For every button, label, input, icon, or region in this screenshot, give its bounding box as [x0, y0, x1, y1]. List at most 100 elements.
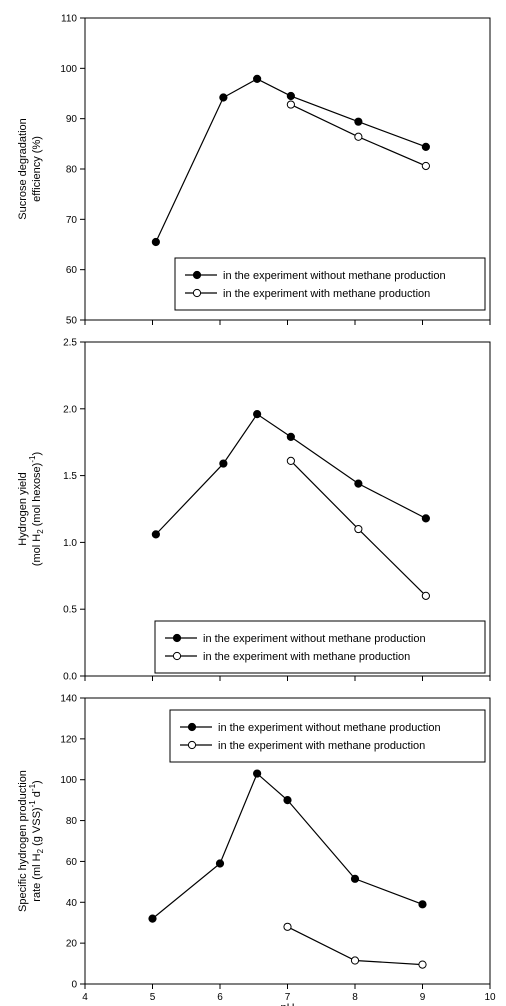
x-tick-label: 4 [82, 992, 88, 1003]
label-text: ) [31, 452, 43, 456]
legend-marker [187, 740, 197, 750]
y-tick-label: 100 [60, 64, 77, 75]
data-point-series-1 [148, 914, 157, 923]
y-tick-label: 60 [66, 857, 78, 868]
y-tick-label: 40 [66, 898, 78, 909]
x-tick-label: 6 [217, 992, 223, 1003]
y-axis-label: Sucrose degradation efficiency (%) [17, 118, 43, 220]
y-tick-label: 2.0 [63, 404, 77, 415]
y-tick-label: 100 [60, 775, 77, 786]
chart-panel-2: 0.0 0.5 1.0 1.5 2.0 2.5 Hydrogen yield(mol H2 … [17, 338, 491, 683]
y-tick-label: 20 [66, 939, 78, 950]
y-axis-label-line1: Specific hydrogen production [17, 770, 29, 912]
chart-panel-3: 0 20 40 60 80 100 120 140 4 5 6 7 8 9 10 pH Specific hyd… [17, 694, 496, 1006]
legend-marker [172, 633, 182, 643]
data-point-series-1 [421, 142, 430, 151]
data-point-series-1 [219, 459, 228, 468]
y-axis-label-line2: efficiency (%) [31, 136, 43, 202]
series-line-1 [155, 413, 427, 535]
data-point-series-1 [253, 769, 262, 778]
superscript: -1 [28, 800, 37, 808]
data-point-series-1 [286, 91, 295, 101]
data-point-series-1 [286, 432, 295, 441]
x-tick-label: 9 [420, 992, 426, 1003]
y-tick-label: 2.5 [63, 338, 77, 349]
y-axis-label-line1: Sucrose degradation [17, 118, 29, 220]
data-point-series-1 [151, 237, 160, 247]
legend-box [154, 620, 486, 674]
legend-label: in the experiment without methane produc… [203, 633, 426, 645]
superscript: -1 [28, 455, 37, 463]
data-point-series-2 [354, 132, 363, 141]
data-point-series-2 [354, 524, 363, 534]
y-tick-label: 0.5 [63, 605, 77, 616]
label-text: (mol H [31, 534, 43, 566]
label-text: (mol hexose) [31, 463, 43, 530]
data-point-series-1 [354, 117, 363, 126]
y-axis-label: Hydrogen yield(mol H2 (mol hexose)-1) [17, 452, 45, 566]
y-tick-label: 0.0 [63, 672, 77, 683]
label-text: ) [31, 780, 43, 784]
data-point-series-1 [253, 410, 262, 419]
data-point-series-2 [350, 956, 360, 965]
superscript: -1 [28, 783, 37, 791]
subscript: 2 [36, 848, 45, 853]
x-axis-label: pH [280, 1002, 294, 1006]
subscript: 2 [36, 529, 45, 534]
legend-marker [172, 651, 182, 661]
legend-label: in the experiment without methane produc… [218, 722, 441, 734]
label-text: efficiency (%) [31, 136, 43, 202]
data-point-series-1 [354, 479, 363, 488]
y-tick-label: 80 [66, 165, 78, 176]
label-text: d [31, 791, 43, 800]
legend-marker [192, 270, 202, 280]
data-point-series-2 [286, 100, 295, 109]
y-tick-label: 110 [61, 14, 77, 25]
data-point-series-2 [418, 960, 427, 969]
y-axis-label: Specific hydrogen production rate (ml H2 … [17, 770, 45, 912]
y-axis-label-line2: rate (ml H2 (g VSS)-1 d-1) [28, 780, 45, 901]
legend-label: in the experiment with methane productio… [203, 651, 410, 663]
data-point-series-1 [215, 859, 225, 868]
y-tick-label: 1.0 [63, 538, 77, 549]
y-axis-label-line2: (mol H2 (mol hexose)-1) [28, 452, 45, 566]
legend-label: in the experiment with methane productio… [223, 288, 430, 300]
data-point-series-1 [418, 900, 427, 909]
y-tick-label: 50 [66, 316, 78, 327]
y-tick-label: 90 [66, 114, 78, 125]
data-point-series-2 [286, 456, 295, 466]
data-point-series-1 [421, 514, 430, 523]
data-point-series-2 [283, 922, 292, 931]
x-tick-label: 7 [285, 992, 291, 1003]
legend-marker [192, 288, 202, 298]
x-tick-label: 5 [150, 992, 156, 1003]
data-point-series-1 [350, 874, 360, 883]
chart-panel-1: 50 60 70 80 90 100 110 Sucrose degradation effic… [17, 14, 491, 327]
legend-box [169, 709, 486, 763]
y-tick-label: 120 [60, 734, 77, 745]
legend-label: in the experiment with methane productio… [218, 740, 425, 752]
y-tick-label: 70 [66, 215, 78, 226]
series-line-1 [152, 772, 423, 920]
data-point-series-2 [421, 161, 430, 171]
legend-box [174, 257, 486, 311]
label-text: rate (ml H [31, 853, 43, 901]
legend-marker [187, 722, 197, 732]
series-line-1 [155, 78, 427, 243]
label-text: (g VSS) [31, 807, 43, 849]
data-point-series-1 [151, 530, 160, 539]
legend-label: in the experiment without methane produc… [223, 270, 446, 282]
y-axis-label-line1: Hydrogen yield [17, 472, 29, 545]
y-tick-label: 80 [66, 816, 78, 827]
y-tick-label: 1.5 [63, 471, 77, 482]
data-point-series-2 [421, 591, 430, 600]
y-tick-label: 140 [60, 694, 77, 705]
data-point-series-1 [253, 74, 262, 84]
legend: in the experiment without methane produc… [169, 709, 486, 763]
data-point-series-1 [219, 93, 228, 102]
x-tick-label: 8 [352, 992, 358, 1003]
legend: in the experiment without methane produc… [154, 620, 486, 674]
y-tick-label: 60 [66, 265, 78, 276]
legend: in the experiment without methane produc… [174, 257, 486, 311]
